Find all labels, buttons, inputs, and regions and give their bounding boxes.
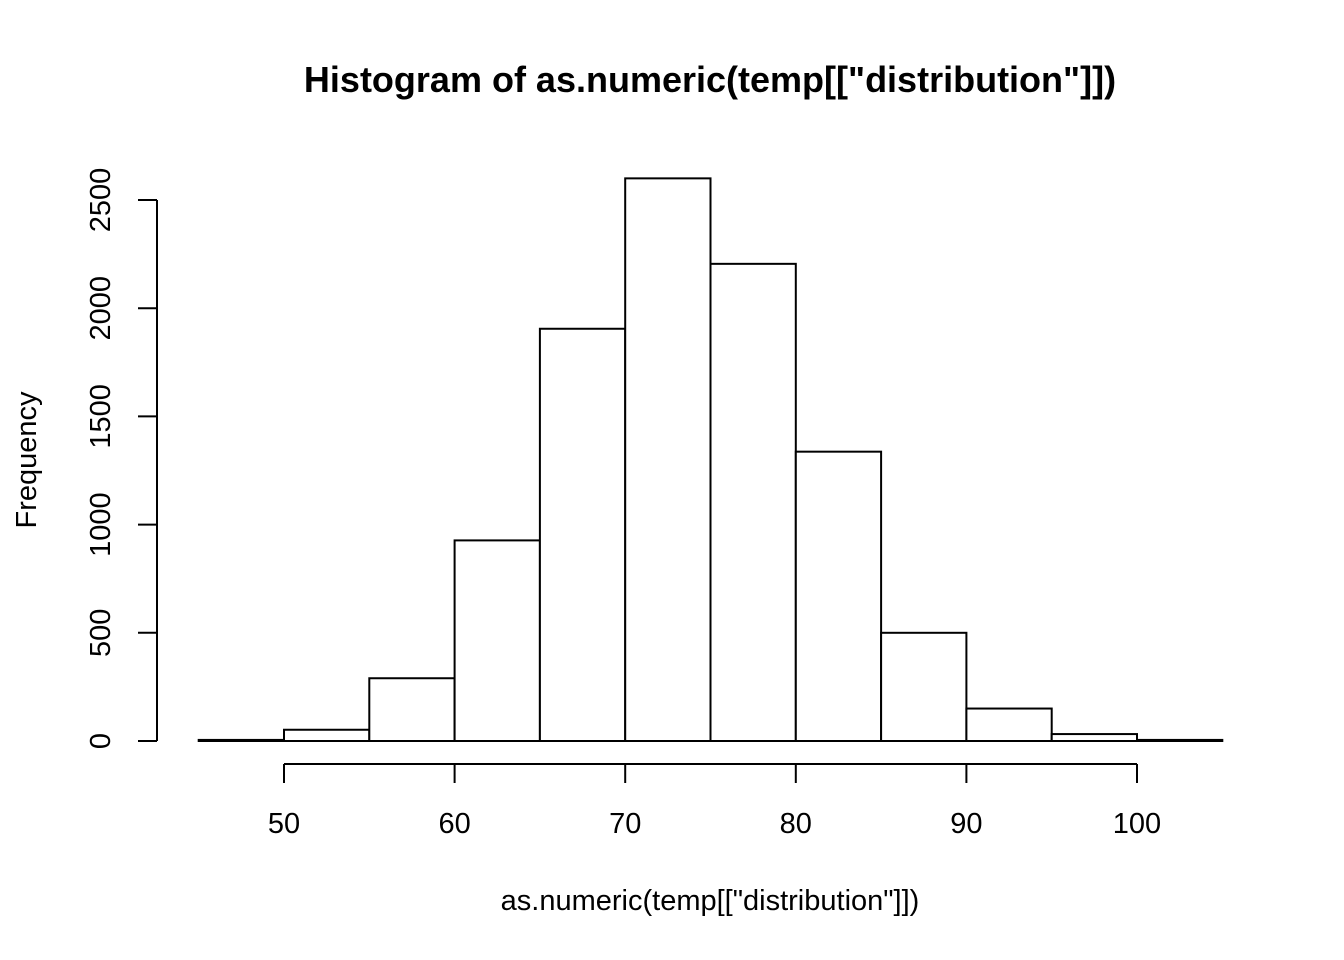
y-tick-label: 500: [85, 609, 117, 657]
x-tick-label: 50: [268, 808, 300, 840]
x-tick-label: 80: [780, 808, 812, 840]
y-tick-label: 1000: [85, 492, 117, 557]
x-axis: 50 60 70 80 90 100: [268, 763, 1161, 840]
histogram-bar-45-50: [197, 738, 285, 743]
y-tick-label: 2500: [85, 168, 117, 233]
histogram-bar-50-55: [283, 728, 371, 742]
histogram-bar-65-70: [538, 327, 627, 742]
histogram-bar-85-90: [880, 631, 968, 742]
histogram-bar-55-60: [368, 677, 456, 743]
x-tick-label: 100: [1113, 808, 1161, 840]
histogram-bar-90-95: [965, 707, 1053, 742]
y-axis-label: Frequency: [11, 391, 43, 529]
bars-group: [197, 177, 1224, 743]
histogram-bar-80-85: [794, 450, 883, 742]
x-tick-label: 90: [950, 808, 982, 840]
x-tick-label: 70: [609, 808, 641, 840]
y-tick-label: 0: [85, 733, 117, 749]
x-axis-label: as.numeric(temp[["distribution"]]): [501, 885, 920, 917]
histogram-bar-95-100: [1050, 733, 1138, 742]
histogram-bar-70-75: [624, 177, 712, 743]
y-tick-label: 1500: [85, 384, 117, 449]
y-axis: 0 500 1000 1500 2000 2500: [85, 168, 158, 749]
chart-title: Histogram of as.numeric(temp[["distribut…: [304, 59, 1116, 100]
y-tick-label: 2000: [85, 276, 117, 341]
histogram-bar-100-105: [1136, 738, 1224, 743]
histogram-bar-75-80: [709, 262, 797, 742]
x-tick-label: 60: [438, 808, 470, 840]
histogram-bar-60-65: [453, 539, 541, 743]
